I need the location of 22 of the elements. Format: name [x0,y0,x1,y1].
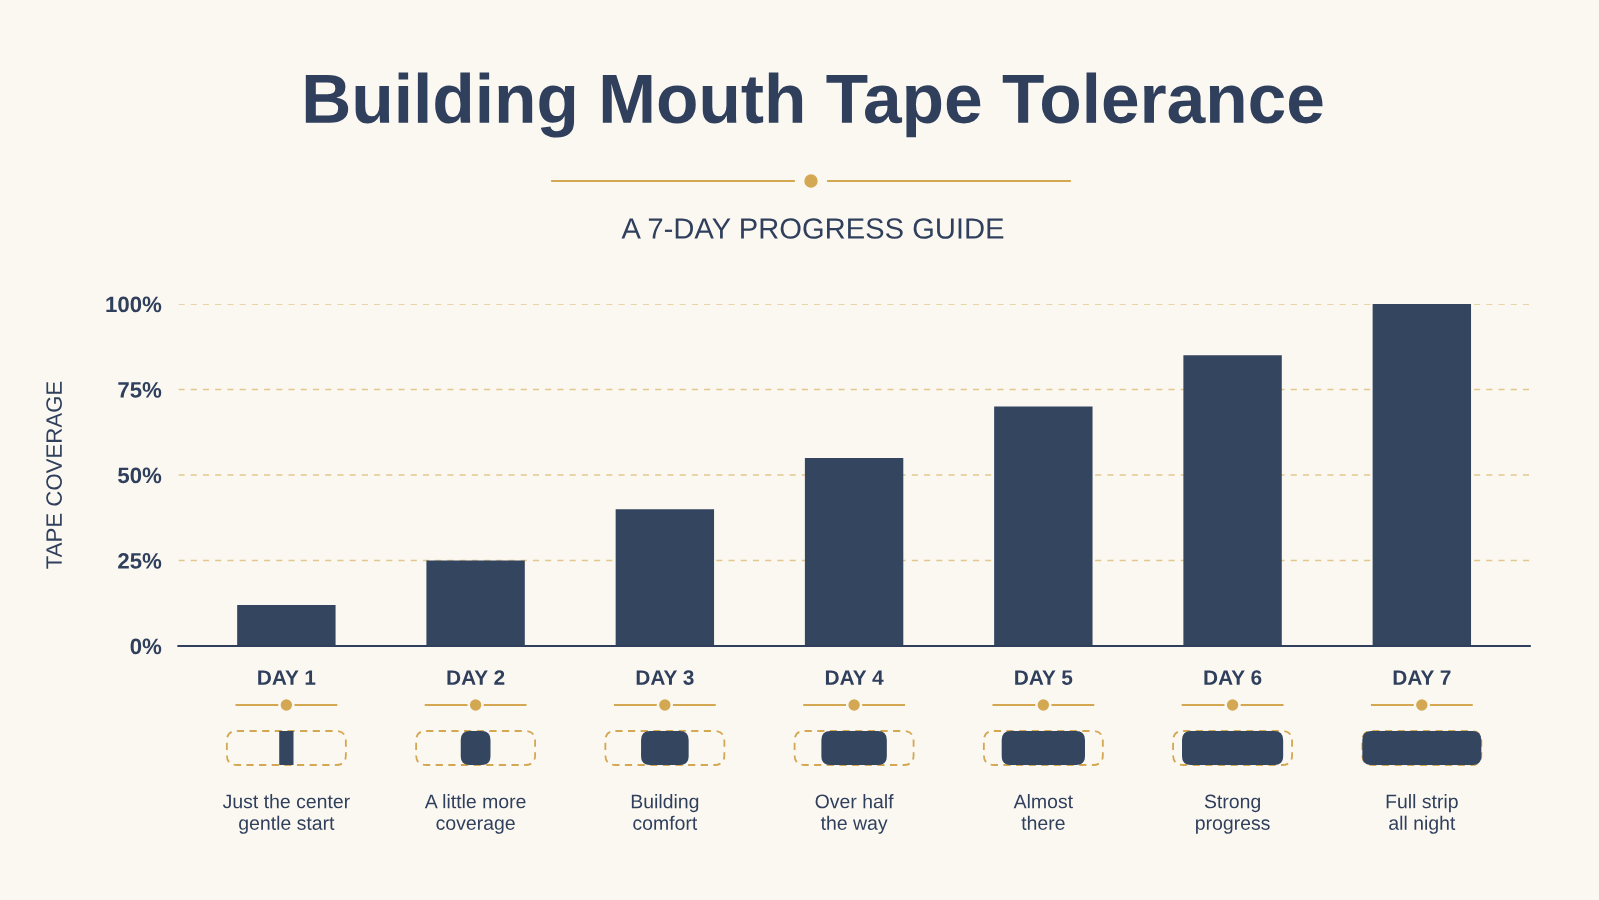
x-tick-label: DAY 4 [825,670,884,685]
y-tick-label: 50% [118,467,162,484]
x-tick-label: DAY 3 [636,670,694,685]
y-tick-label: 100% [106,296,162,313]
text: Strong progress [1196,794,1270,834]
x-tick-label: DAY 2 [447,670,505,685]
x-tick-label: DAY 1 [258,670,316,685]
x-tick-label: DAY 7 [1393,670,1451,685]
y-tick-label: 75% [118,382,162,398]
text: A little more coverage [424,794,526,834]
x-tick-label: DAY 5 [1015,670,1073,685]
chart-title: Building Mouth Tape Tolerance [305,72,1323,138]
text: Over half the way [815,794,894,834]
chart-subtitle: A 7-DAY PROGRESS GUIDE [621,218,1004,239]
x-tick-label: DAY 6 [1204,670,1262,685]
text: Building comfort [631,794,699,830]
text: Full strip all night [1386,794,1458,834]
y-tick-label: 0% [130,638,162,655]
y-tick-label: 25% [118,553,162,569]
y-axis-title: TAPE COVERAGE [46,381,62,569]
text: Just the center gentle start [222,794,350,834]
text: Almost there [1013,794,1073,830]
